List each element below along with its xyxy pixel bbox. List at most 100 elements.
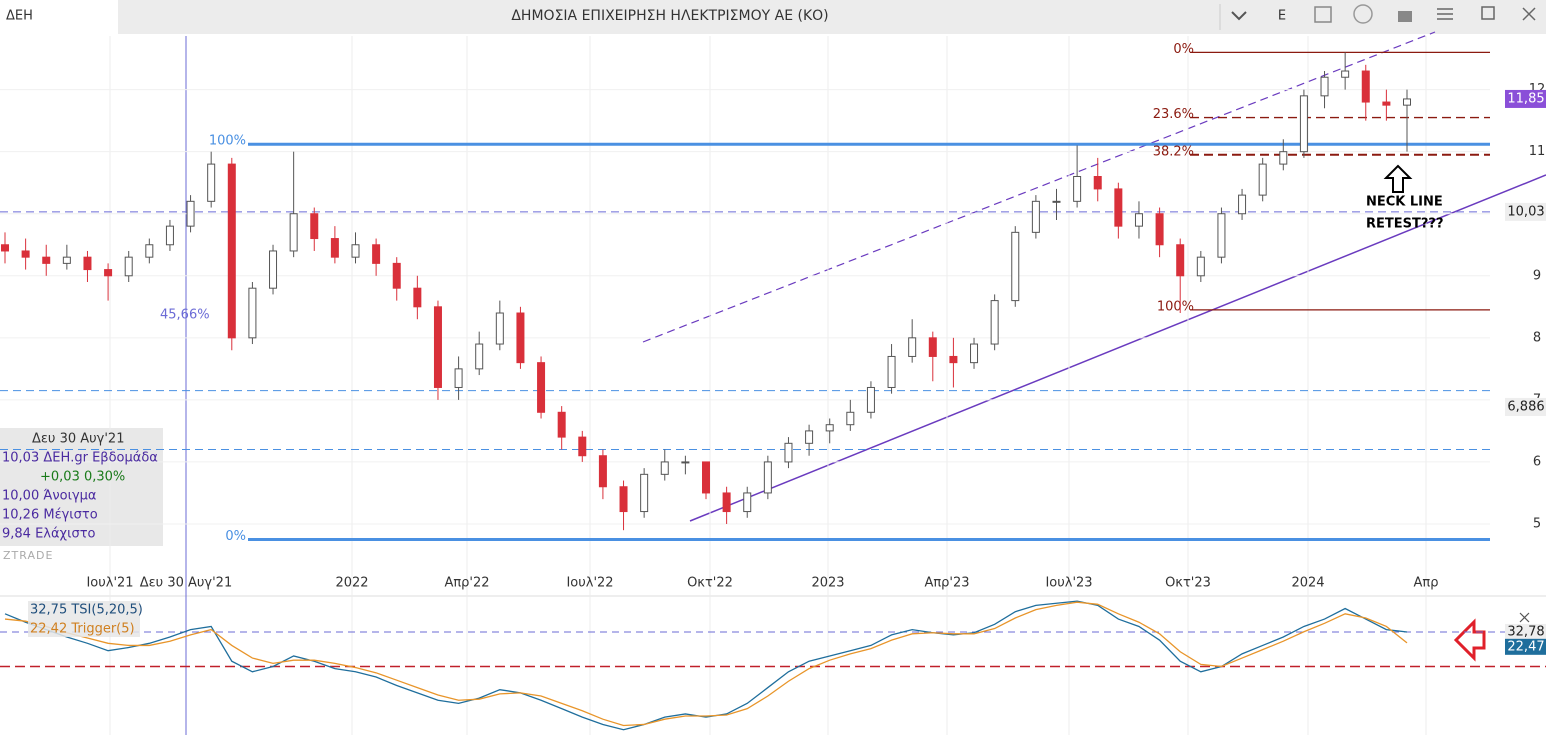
date-label: Οκτ'22 bbox=[687, 576, 733, 591]
candle-body bbox=[165, 225, 174, 246]
info-line: Δευ 30 Αυγ'21 bbox=[32, 432, 124, 447]
candle-body bbox=[949, 355, 958, 364]
candle-body bbox=[1073, 176, 1082, 202]
price-tag-label: 11,85 bbox=[1507, 91, 1544, 106]
candle-body bbox=[805, 430, 814, 444]
candle-body bbox=[660, 461, 669, 475]
candle-body bbox=[62, 256, 71, 264]
date-label: Οκτ'23 bbox=[1165, 576, 1211, 591]
price-tag-label: 6,886 bbox=[1507, 399, 1544, 414]
y-tick-label: 9 bbox=[1533, 268, 1541, 283]
date-label: Ιουλ'23 bbox=[1045, 576, 1092, 591]
candle-body bbox=[413, 287, 422, 308]
candle-body bbox=[495, 312, 504, 345]
candle-body bbox=[970, 343, 979, 364]
annotation: NECK LINE bbox=[1366, 195, 1443, 210]
fib-label: 23.6% bbox=[1153, 107, 1194, 122]
icon-panel[interactable] bbox=[1314, 6, 1332, 23]
channel-line bbox=[689, 174, 1546, 522]
candle-body bbox=[392, 262, 401, 289]
candle-body bbox=[846, 411, 855, 426]
candle-body bbox=[516, 312, 525, 364]
date-label: Απρ'23 bbox=[924, 576, 969, 591]
icon-quote[interactable] bbox=[1353, 4, 1373, 24]
date-label: Δευ 30 Αυγ'21 bbox=[140, 576, 232, 591]
y-tick-label: 5 bbox=[1533, 516, 1541, 531]
date-label: 2024 bbox=[1291, 576, 1324, 591]
candle-body bbox=[619, 486, 628, 513]
candle-body bbox=[1238, 194, 1247, 215]
channel-line-dashed bbox=[642, 31, 1436, 343]
candle-body bbox=[1217, 213, 1226, 258]
candle-body bbox=[1155, 213, 1164, 246]
candle-body bbox=[908, 337, 917, 357]
candle-body bbox=[1031, 200, 1040, 233]
candle-body bbox=[372, 244, 381, 264]
price-tag-label: 10,03 bbox=[1507, 204, 1544, 219]
icon-close[interactable] bbox=[1522, 7, 1536, 21]
indicator-close[interactable] bbox=[1519, 612, 1530, 623]
indicator-tag bbox=[1505, 638, 1546, 655]
candle-body bbox=[269, 250, 278, 289]
candle-body bbox=[1382, 101, 1391, 106]
candle-body bbox=[1011, 231, 1020, 302]
toolbar-button[interactable]: E bbox=[1278, 9, 1286, 24]
candle-body bbox=[681, 461, 690, 464]
candle-body bbox=[825, 424, 834, 432]
icon-lock[interactable] bbox=[1398, 11, 1412, 22]
candle-body bbox=[1341, 70, 1350, 78]
icon-menu[interactable] bbox=[1437, 8, 1453, 20]
y-tick-label: 6 bbox=[1533, 454, 1541, 469]
candle-body bbox=[1299, 95, 1308, 153]
candle-body bbox=[990, 300, 999, 345]
info-line: +0,03 0,30% bbox=[40, 470, 125, 485]
info-line: 10,00 Άνοιγμα bbox=[2, 489, 97, 504]
date-label: Απρ bbox=[1414, 576, 1439, 591]
indicator-label: 22,42 Trigger(5) bbox=[30, 622, 135, 637]
candle-body bbox=[557, 411, 566, 438]
indicator-label: 32,75 TSI(5,20,5) bbox=[30, 603, 143, 618]
window-title: ΔΗΜΟΣΙΑ ΕΠΙΧΕΙΡΗΣΗ ΗΛΕΚΤΡΙΣΜΟΥ ΑΕ (ΚΟ) bbox=[511, 8, 828, 24]
candle-body bbox=[702, 461, 710, 494]
tab[interactable] bbox=[0, 0, 118, 34]
info-line: 9,84 Ελάχιστο bbox=[2, 527, 96, 542]
indicator-legend-bg bbox=[28, 601, 140, 637]
arrow-up bbox=[1383, 164, 1413, 193]
watermark: ZTRADE bbox=[3, 549, 53, 562]
candle-body bbox=[722, 492, 731, 513]
info-line: 10,26 Μέγιστο bbox=[2, 508, 98, 523]
date-label: Ιουλ'22 bbox=[566, 576, 613, 591]
indicator-line bbox=[4, 601, 1408, 727]
dropdown[interactable] bbox=[1231, 11, 1247, 21]
candle-body bbox=[227, 163, 236, 339]
candle-body bbox=[1320, 76, 1329, 97]
y-tick-label: 8 bbox=[1533, 330, 1541, 345]
candle-body bbox=[1176, 244, 1185, 277]
candle-body bbox=[866, 386, 875, 413]
date-label: 2023 bbox=[811, 576, 844, 591]
indicator-tag-label: 32,78 bbox=[1507, 624, 1544, 639]
indicator-line bbox=[4, 600, 1408, 731]
candle-body bbox=[1052, 200, 1061, 203]
candle-body bbox=[310, 213, 319, 240]
candle-body bbox=[248, 287, 257, 339]
tab-label: ΔΕΗ bbox=[6, 9, 33, 24]
date-label: Ιουλ'21 bbox=[86, 576, 133, 591]
level-label: 0% bbox=[225, 529, 246, 544]
toolbar bbox=[0, 0, 1546, 34]
candle-body bbox=[928, 337, 937, 357]
candle-body bbox=[640, 473, 649, 513]
candle-body bbox=[104, 269, 113, 277]
level-label: 100% bbox=[209, 134, 246, 149]
info-box bbox=[0, 428, 163, 546]
candle-body bbox=[598, 455, 607, 488]
annotation: RETEST??? bbox=[1366, 217, 1444, 232]
candle-body bbox=[763, 461, 772, 494]
retrace-label: 45,66% bbox=[160, 308, 210, 323]
indicator-tag bbox=[1505, 623, 1546, 640]
candle-body bbox=[1196, 256, 1205, 277]
date-label: 2022 bbox=[335, 576, 368, 591]
price-tag bbox=[1505, 89, 1546, 108]
icon-restore[interactable] bbox=[1481, 6, 1495, 20]
